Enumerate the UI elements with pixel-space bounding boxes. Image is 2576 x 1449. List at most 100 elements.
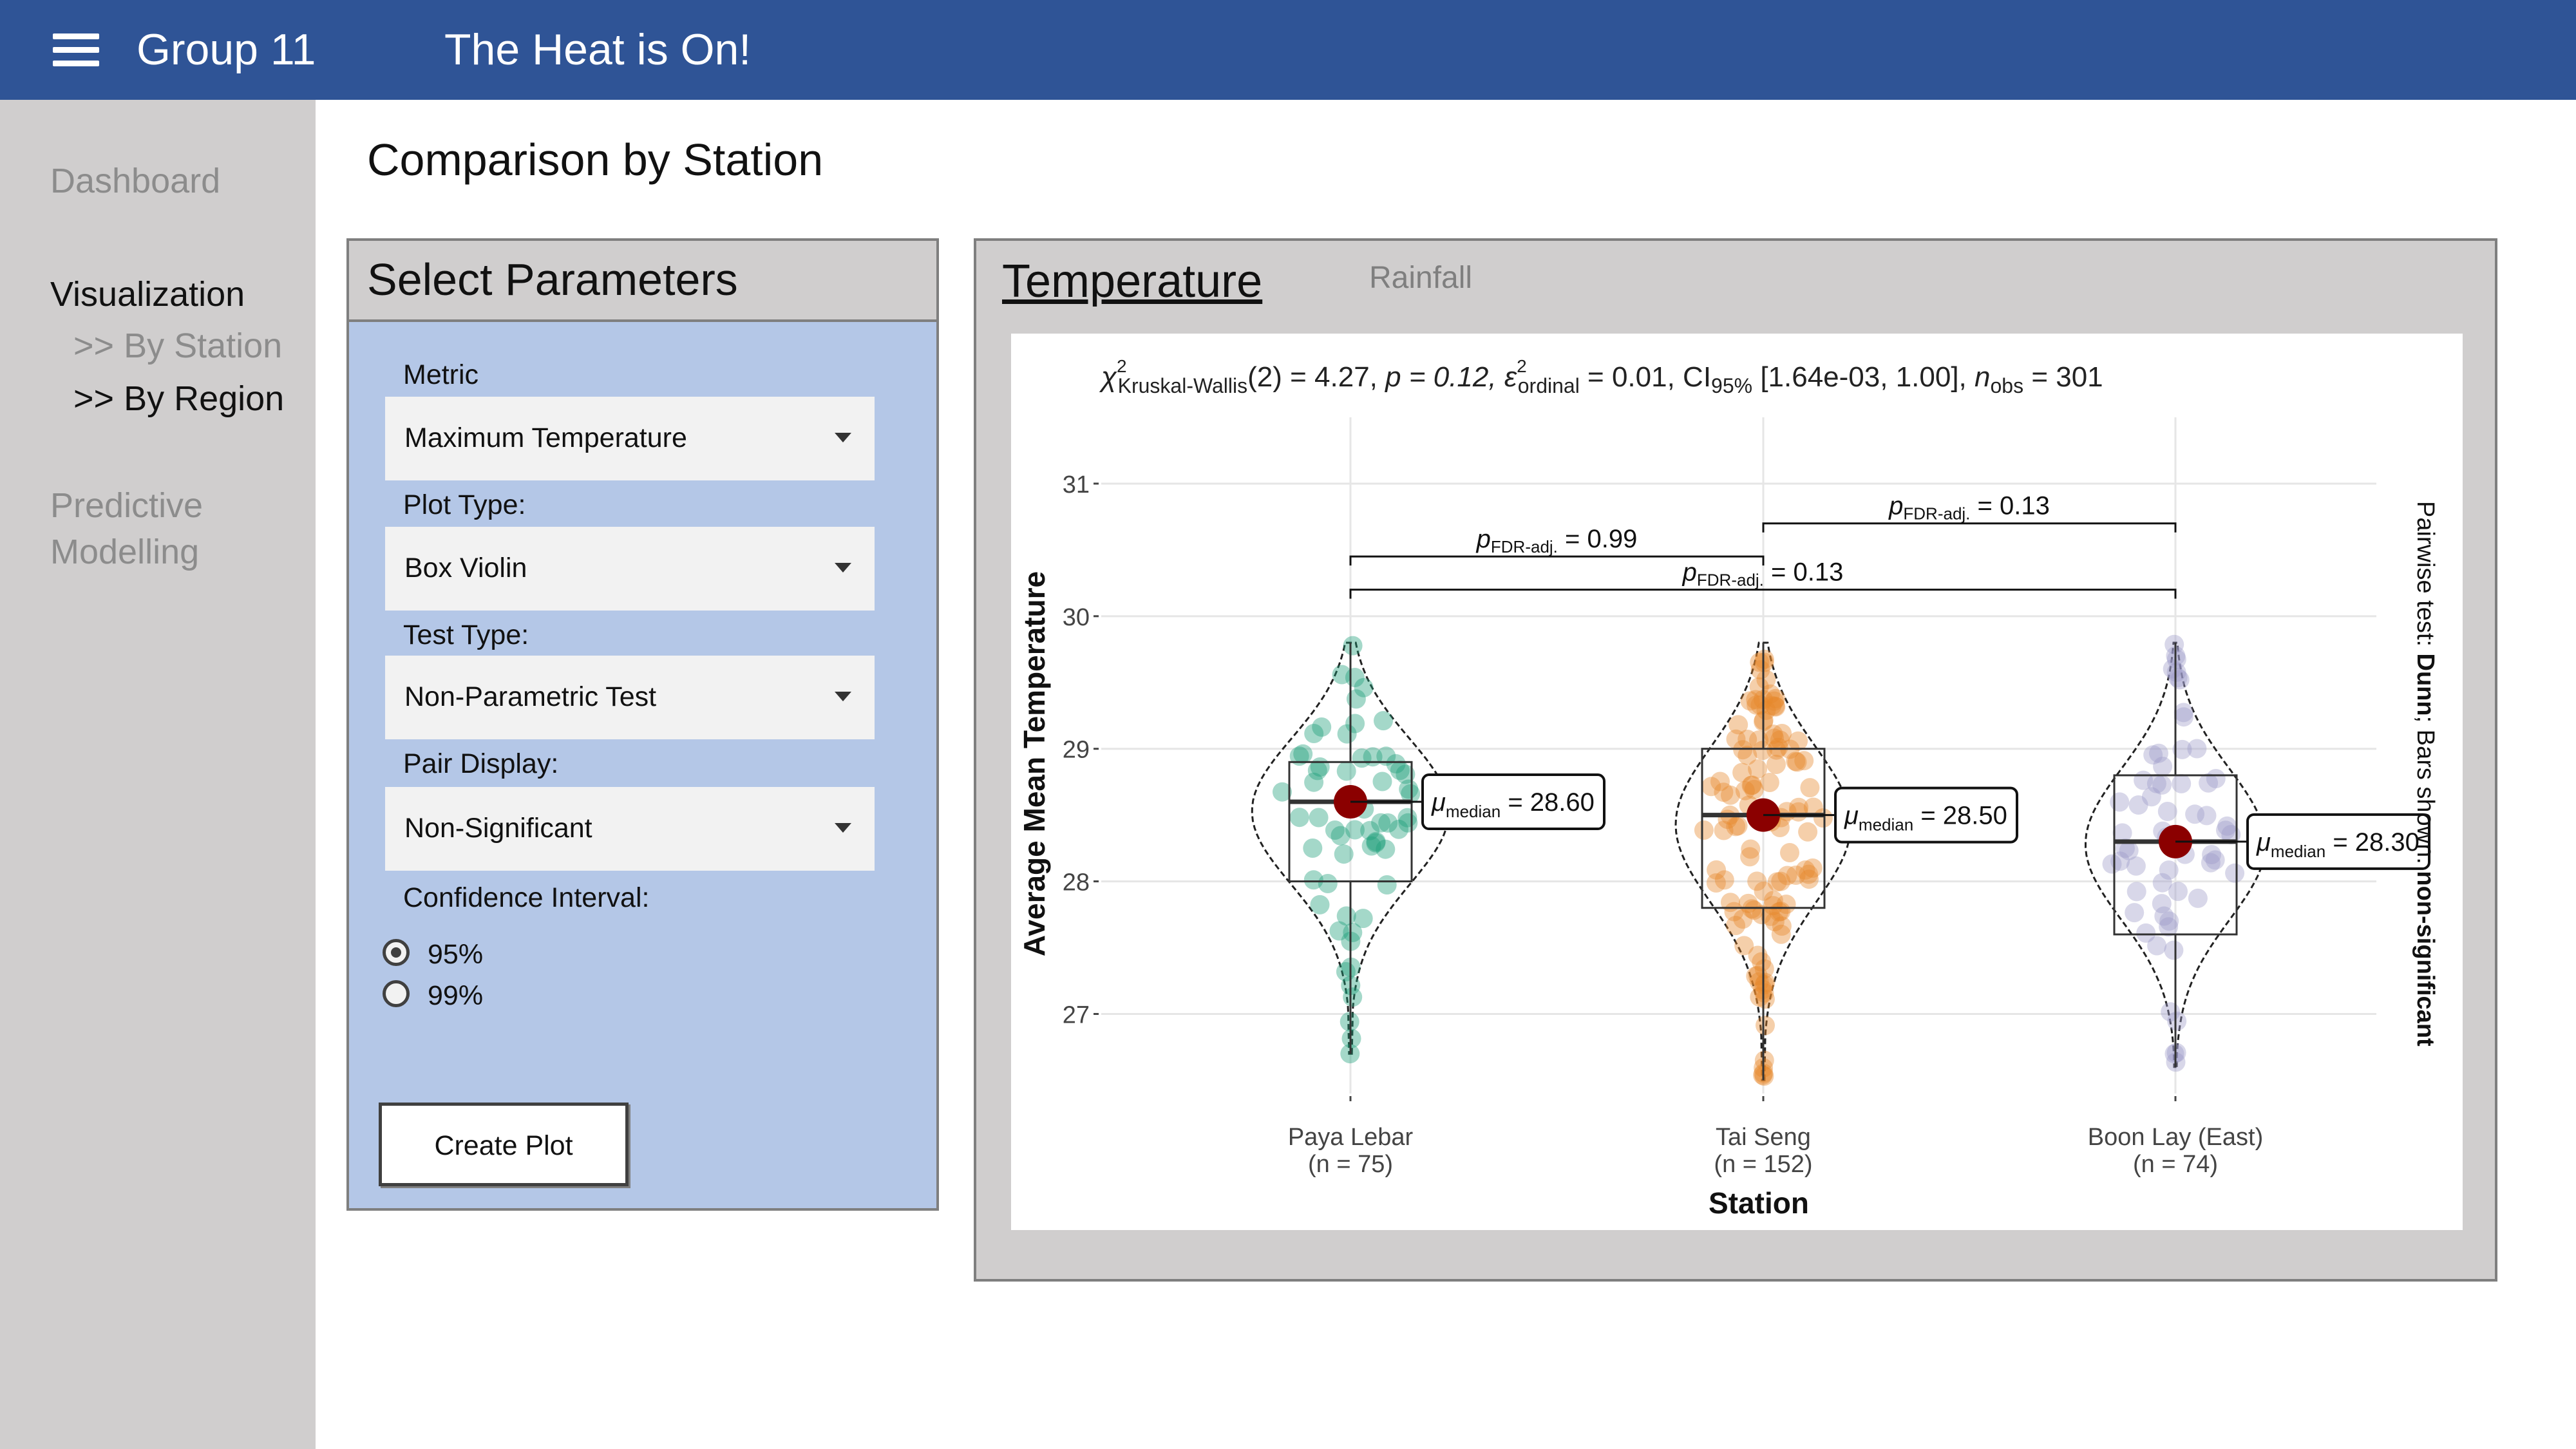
data-point [1337,724,1357,744]
data-point [2141,787,2161,807]
data-point [2206,769,2226,788]
violin [1674,641,1852,1081]
data-point [2110,851,2130,871]
data-point [2172,739,2192,759]
data-point [1759,773,1779,792]
violin-chart: μmedian = 28.60 μmedian = 28.50 μmedian = … [1018,356,2439,1220]
data-point [1780,843,1799,862]
plot-type-select[interactable]: Box Violin [385,527,875,611]
y-tick-label: 27 [1063,1001,1090,1028]
data-point [1707,860,1727,880]
data-point [2112,823,2132,843]
data-point [1766,697,1786,717]
box [2113,774,2238,936]
radio-unchecked-icon [383,980,410,1007]
plot-type-label: Plot Type: [403,489,526,520]
parameters-header: Select Parameters [349,241,936,322]
data-point [2225,863,2245,883]
data-point [1377,875,1397,895]
sidebar-item-by-station[interactable]: >> By Station [73,327,283,365]
pair-display-select[interactable]: Non-Significant [385,787,875,871]
data-point [1788,731,1808,751]
data-point [1756,1016,1775,1036]
box [1701,748,1826,909]
box [1288,761,1413,883]
data-point [2199,773,2219,793]
data-point [1334,844,1354,864]
data-point [1303,870,1323,890]
data-point [1732,762,1752,782]
ci-radio-95-label: 95% [428,939,484,970]
data-point [2185,804,2205,824]
data-point [1767,872,1787,892]
data-point [1378,813,1398,833]
data-point [1789,797,1808,817]
sidebar-item-predictive[interactable]: Predictive [50,486,204,525]
data-point [1794,751,1814,771]
data-point [1332,665,1352,685]
menu-icon[interactable] [53,33,99,67]
data-point [1345,820,1365,840]
metric-label: Metric [403,359,479,390]
data-point [1343,923,1363,942]
ci-radio-99-label: 99% [428,980,484,1011]
data-point [1376,839,1396,859]
data-point [1331,826,1350,846]
data-point [1754,975,1774,995]
data-point [1763,724,1783,744]
data-point [1361,836,1381,856]
data-point [1721,785,1740,805]
data-point [1746,966,1766,986]
chart-subtitle: χ2 Kruskal-Wallis(2) = 4.27, p = 0.12, ε2… [1099,356,2103,397]
x-tick-n-label: (n = 74) [2133,1151,2218,1178]
test-type-select[interactable]: Non-Parametric Test [385,656,875,739]
data-point [1753,741,1772,761]
y-tick-label: 28 [1063,869,1090,896]
app-title: Group 11 [137,25,316,74]
data-point [2168,882,2188,902]
data-point [1748,759,1768,779]
data-point [1772,916,1792,936]
create-plot-button[interactable]: Create Plot [379,1103,629,1186]
sidebar: Dashboard Visualization >> By Station >>… [0,100,316,1449]
data-point [1763,891,1783,911]
data-point [1714,782,1734,802]
data-point [2174,707,2193,727]
data-point [1397,808,1417,828]
data-point [1310,895,1330,914]
data-point [1754,881,1774,901]
data-point [1735,781,1755,800]
data-point [1777,802,1797,822]
sidebar-item-modelling[interactable]: Modelling [50,533,200,571]
test-type-label: Test Type: [403,620,529,650]
sidebar-item-dashboard[interactable]: Dashboard [50,162,221,200]
y-tick-label: 31 [1063,471,1090,498]
pairwise-label: pFDR-adj. = 0.13 [1682,558,1844,590]
data-point [2153,757,2173,776]
data-point [1343,636,1363,656]
tab-rainfall[interactable]: Rainfall [1369,261,1473,295]
data-point [2159,917,2179,937]
data-point [1734,936,1754,956]
data-point [1303,838,1323,858]
sidebar-item-by-region[interactable]: >> By Region [73,379,285,418]
data-point [1787,752,1807,772]
data-point [2128,795,2148,815]
data-point [1360,820,1380,840]
data-point [2157,802,2177,821]
data-point [1786,866,1806,885]
metric-select[interactable]: Maximum Temperature [385,397,875,480]
data-point [2146,773,2166,793]
data-point [1353,909,1373,929]
tab-temperature[interactable]: Temperature [1002,256,1263,307]
y-tick-label: 30 [1063,604,1090,631]
data-point [1768,737,1788,757]
data-point [1309,808,1329,828]
data-point [1325,820,1345,840]
data-point [1766,688,1786,708]
sidebar-item-visualization[interactable]: Visualization [50,275,245,314]
data-point [2166,1043,2186,1063]
data-point [1401,784,1421,804]
data-point [1771,924,1791,944]
data-point [2152,894,2172,914]
